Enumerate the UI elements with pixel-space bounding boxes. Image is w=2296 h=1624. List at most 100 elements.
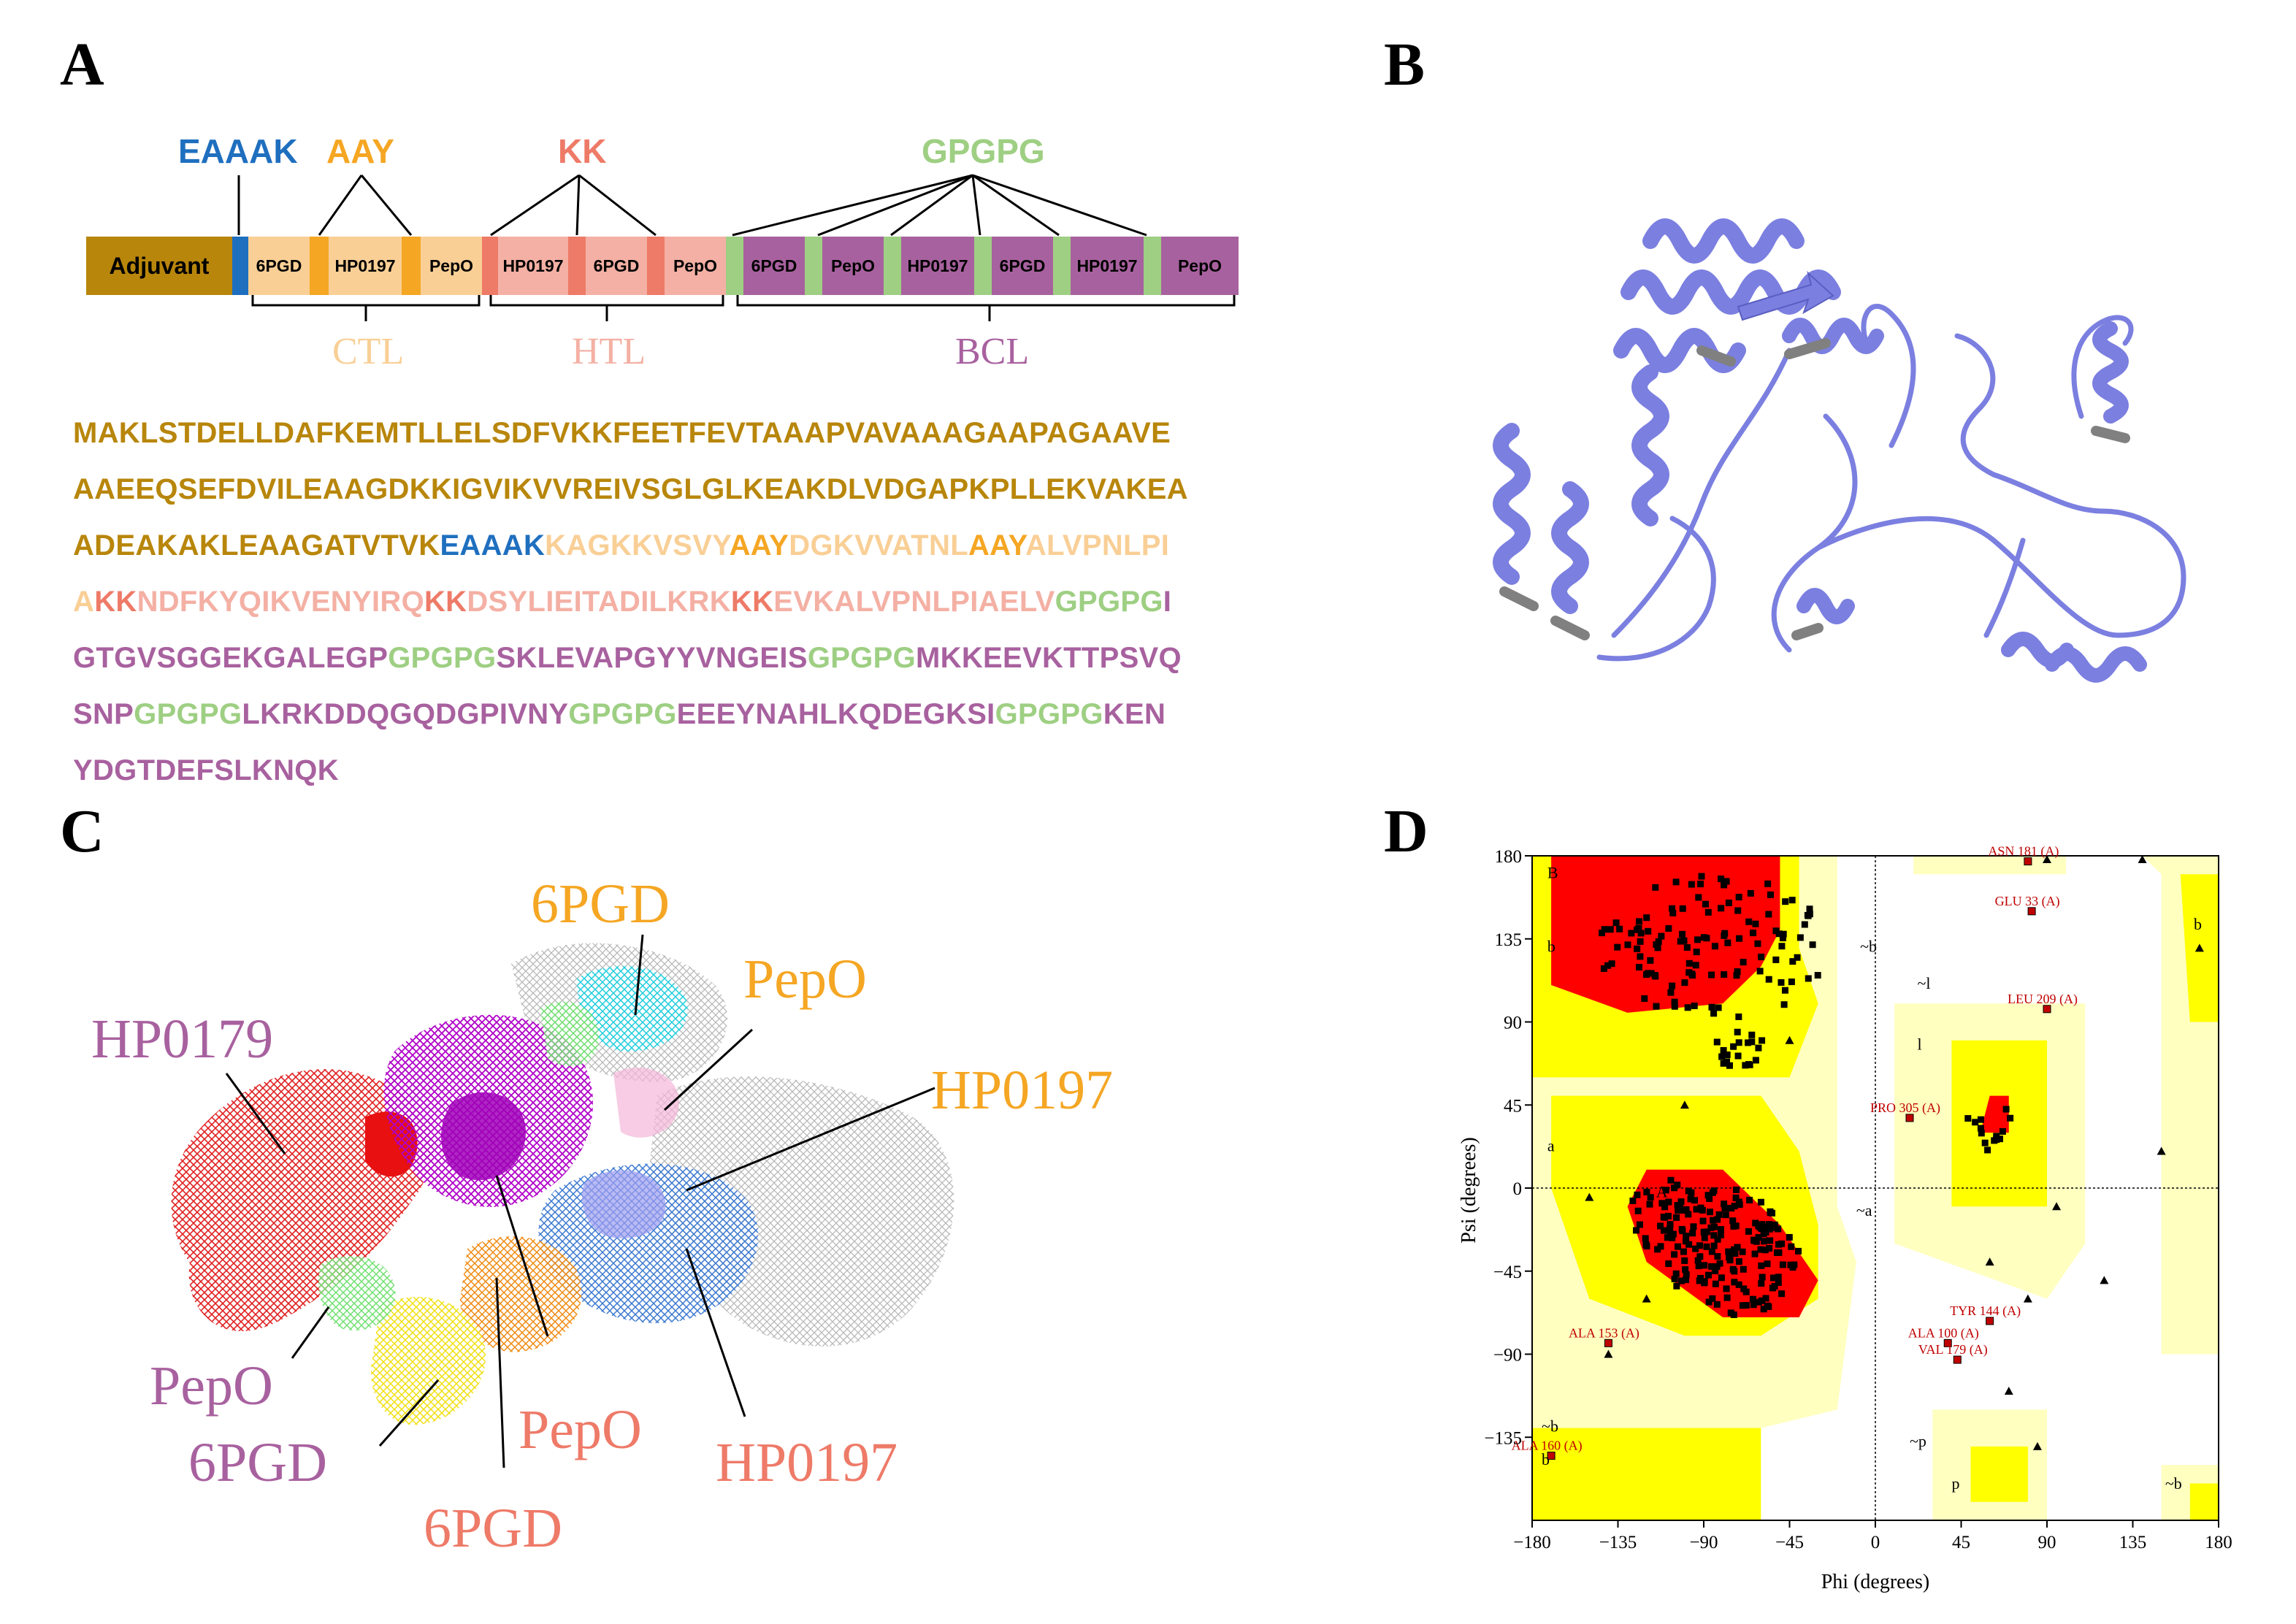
outlier-label: VAL 179 (A) — [1918, 1342, 1988, 1357]
residue-point — [1977, 1125, 1984, 1132]
residue-point — [1984, 1146, 1991, 1154]
label-6pgd-bottom: 6PGD — [424, 1498, 563, 1559]
residue-point — [1651, 972, 1658, 979]
segment-kk-2 — [568, 237, 586, 295]
vaccine-sequence: MAKLSTDELLDAFKEMTLLELSDFVKKFEETFEVTAAAPV… — [73, 405, 1300, 799]
residue-point — [1757, 1198, 1764, 1206]
residue-point — [1711, 943, 1718, 950]
residue-point — [1723, 1058, 1730, 1065]
residue-point — [1705, 1271, 1713, 1279]
residue-point — [1735, 894, 1742, 901]
residue-point — [1809, 941, 1816, 949]
residue-point — [1758, 1280, 1765, 1287]
x-tick-label: 135 — [2119, 1533, 2147, 1552]
seq-htl: DSYLIEITADILKRK — [467, 586, 731, 618]
segment-adjuvant: Adjuvant — [86, 237, 232, 295]
region-label: l — [1917, 1035, 1921, 1053]
residue-point — [1708, 1248, 1715, 1255]
glycine-point — [2194, 943, 2204, 952]
residue-point — [1725, 899, 1732, 906]
panel-letter-d: D — [1384, 797, 1428, 865]
residue-point — [1727, 1309, 1734, 1317]
residue-point — [1977, 1116, 1984, 1123]
sequence-line-5: GTGVSGGEKGALEGPGPGPGSKLEVAPGYYVNGEISGPGP… — [73, 630, 1300, 686]
sequence-line-4: AKKNDFKYQIKVENYIRQKKDSYLIEITADILKRKKKEVK… — [73, 574, 1300, 630]
outlier-point — [1604, 1338, 1612, 1347]
segment-gpgpg-1 — [726, 237, 743, 295]
residue-point — [1731, 1279, 1738, 1286]
residue-point — [1721, 1200, 1728, 1208]
residue-point — [1696, 1253, 1704, 1260]
residue-point — [1681, 1257, 1688, 1264]
residue-point — [1699, 1217, 1707, 1225]
segment-aay-1 — [310, 237, 329, 295]
residue-point — [1688, 881, 1695, 888]
seq-ctl: KAGKKVSVY — [545, 529, 730, 562]
residue-point — [1681, 979, 1688, 987]
residue-point — [1612, 919, 1620, 927]
residue-point — [1767, 1237, 1774, 1244]
residue-point — [1780, 1001, 1788, 1008]
region-label: B — [1547, 863, 1558, 881]
residue-point — [1717, 1231, 1724, 1238]
outlier-point — [1953, 1355, 1962, 1364]
surface-green — [540, 1002, 599, 1066]
residue-point — [1775, 930, 1783, 938]
seq-gpgpg: GPGPG — [995, 698, 1103, 730]
residue-point — [1660, 1214, 1667, 1221]
residue-point — [1703, 1228, 1710, 1236]
residue-point — [1720, 1046, 1727, 1054]
x-tick-label: −180 — [1513, 1533, 1551, 1552]
x-tick-label: 90 — [2038, 1533, 2056, 1552]
protein-ribbon-structure — [1493, 218, 2186, 683]
label-6pgd-top: 6PGD — [531, 873, 670, 935]
residue-point — [1701, 1262, 1708, 1269]
residue-point — [1669, 905, 1676, 912]
residue-point — [1764, 1260, 1771, 1268]
residue-point — [1696, 1277, 1703, 1284]
residue-point — [1755, 1044, 1762, 1052]
residue-point — [1661, 1203, 1669, 1211]
residue-point — [1698, 873, 1705, 880]
residue-point — [1765, 976, 1772, 983]
region-label: p — [1951, 1474, 1959, 1493]
seq-ctl: DGKVVATNL — [789, 529, 968, 562]
helix-left — [1493, 364, 1669, 614]
seq-eaaak: EAAAK — [440, 529, 546, 562]
residue-point — [1742, 1302, 1750, 1309]
seq-bcl: I — [1163, 586, 1172, 618]
residue-point — [1685, 960, 1693, 967]
residue-point — [1779, 935, 1786, 942]
residue-point — [1735, 1258, 1742, 1265]
residue-point — [1721, 881, 1728, 889]
residue-point — [1682, 1266, 1689, 1273]
residue-point — [1778, 943, 1786, 950]
seq-bcl: LKRKDDQGQDGPIVNY — [242, 698, 569, 730]
residue-point — [1695, 894, 1702, 901]
residue-point — [1775, 1273, 1782, 1281]
residue-point — [1671, 1003, 1678, 1010]
residue-point — [1652, 884, 1659, 891]
residue-point — [1789, 958, 1796, 965]
residue-point — [1721, 932, 1728, 939]
residue-point — [1701, 1234, 1708, 1241]
ramachandran-ticks: −180 −135 −90 −45 0 45 90 135 180 180 135 90 45 0 −45 −… — [1484, 847, 2232, 1552]
label-leader-lines — [225, 934, 935, 1468]
residue-point — [1814, 972, 1821, 979]
segment-htl-6pgd: 6PGD — [586, 237, 647, 295]
residue-point — [1999, 1127, 2006, 1135]
residue-point — [1734, 1028, 1741, 1035]
residue-point — [1753, 1238, 1760, 1245]
residue-point — [1680, 1248, 1687, 1255]
outlier-label: ALA 153 (A) — [1569, 1325, 1639, 1341]
surface-lavender — [581, 1170, 666, 1238]
surface-cyan — [577, 966, 688, 1052]
surface-regions — [171, 943, 954, 1425]
seq-gpgpg: GPGPG — [1055, 586, 1163, 618]
x-tick-label: 45 — [1952, 1533, 1970, 1552]
residue-point — [1765, 911, 1772, 918]
residue-point — [1778, 978, 1785, 986]
residue-point — [1637, 938, 1644, 945]
segment-gpgpg-5 — [1053, 237, 1071, 295]
region-allowed-bottom — [1532, 1428, 1761, 1520]
